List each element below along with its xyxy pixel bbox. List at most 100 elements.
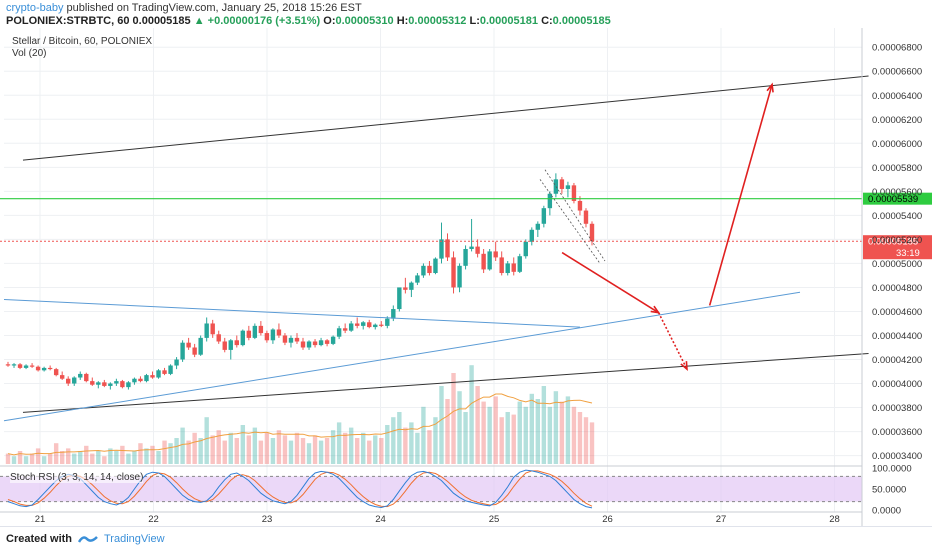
x-tick-label: 22: [148, 514, 159, 525]
candle-body: [204, 323, 209, 338]
wedge-bottom-line: [539, 179, 601, 264]
candle-body: [559, 179, 565, 189]
candle-body: [108, 383, 113, 386]
open-label: O:: [323, 15, 336, 27]
volume-bar: [270, 438, 276, 464]
volume-bar: [409, 422, 414, 464]
x-tick-label: 25: [489, 514, 500, 525]
candle-body: [348, 323, 354, 331]
candle-body: [481, 253, 486, 270]
candle-body: [198, 337, 203, 355]
candle-body: [210, 323, 215, 335]
symbol-label: POLONIEX:STRBTC, 60: [6, 15, 130, 27]
volume-bar: [559, 401, 565, 464]
volume-bar: [162, 440, 167, 464]
candle-body: [511, 263, 516, 272]
volume-bar: [72, 453, 77, 464]
created-with-label: Created with: [6, 533, 73, 545]
candle-body: [47, 367, 53, 370]
y-tick-label: 0.00005000: [872, 259, 922, 270]
volume-bar: [108, 448, 113, 464]
volume-bar: [11, 456, 17, 464]
tradingview-brand-link[interactable]: TradingView: [104, 533, 165, 545]
volume-bar: [276, 430, 282, 464]
candle-body: [114, 381, 119, 384]
candle-body: [324, 340, 330, 344]
y-tick-label: 0.00004600: [872, 307, 922, 318]
volume-bar: [66, 448, 71, 464]
open-value: 0.00005310: [335, 15, 394, 27]
volume-bar: [493, 396, 498, 464]
red-arrow-up: [708, 84, 773, 306]
volume-bars: [5, 365, 595, 464]
candle-body: [373, 324, 378, 328]
volume-bar: [318, 440, 324, 464]
volume-bar: [204, 417, 209, 464]
candle-body: [270, 329, 276, 341]
candle-body: [535, 223, 541, 230]
y-tick-label: 0.00004800: [872, 283, 922, 294]
candle-body: [168, 365, 173, 374]
volume-bar: [324, 438, 330, 464]
volume-bar: [288, 440, 294, 464]
red-arrow-down-head: [650, 305, 661, 314]
candle-body: [397, 287, 402, 310]
volume-bar: [523, 406, 528, 464]
volume-bar: [234, 438, 239, 464]
candle-body: [330, 336, 336, 344]
volume-bar: [330, 430, 336, 464]
volume-bar: [565, 396, 571, 464]
candle-body: [240, 330, 246, 346]
change-value: ▲ +0.00000176 (+3.51%): [193, 15, 321, 27]
volume-bar: [258, 440, 264, 464]
candle-body: [463, 249, 468, 266]
x-tick-label: 28: [829, 514, 840, 525]
tradingview-logo-icon: [78, 536, 98, 543]
candle-body: [487, 251, 492, 270]
lower-channel-line: [22, 352, 869, 413]
volume-bar: [180, 427, 185, 464]
volume-bar: [577, 412, 583, 464]
low-label: L:: [469, 15, 480, 27]
candle-body: [246, 330, 252, 338]
candle-body: [150, 375, 155, 378]
candle-body: [300, 341, 306, 348]
x-tick-label: 27: [716, 514, 727, 525]
volume-bar: [403, 427, 408, 464]
candle-body: [541, 208, 547, 224]
candle-body: [523, 241, 528, 257]
candle-body: [78, 373, 83, 378]
candle-body: [120, 381, 125, 388]
volume-bar: [120, 445, 125, 464]
volume-bar: [547, 406, 553, 464]
volume-bar: [505, 412, 510, 464]
volume-bar: [144, 448, 149, 464]
candle-body: [312, 341, 318, 346]
volume-bar: [336, 422, 342, 464]
candle-body: [433, 258, 438, 274]
volume-bar: [397, 412, 402, 464]
volume-bar: [282, 435, 288, 464]
candle-body: [228, 340, 233, 350]
y-tick-label: 0.00006000: [872, 139, 922, 150]
stoch-tick-label: 50.0000: [872, 485, 906, 496]
volume-bar: [228, 432, 233, 464]
volume-bar: [589, 422, 595, 464]
candle-body: [589, 223, 595, 242]
volume-bar: [240, 425, 246, 464]
red-arrow-up-head: [766, 82, 774, 93]
author-link[interactable]: crypto-baby: [6, 2, 64, 14]
volume-bar: [264, 432, 270, 464]
volume-bar: [17, 451, 23, 464]
volume-bar: [306, 443, 312, 464]
candle-body: [445, 239, 450, 258]
stoch-band: [0, 476, 862, 502]
candle-body: [282, 335, 288, 343]
y-tick-label: 0.00006600: [872, 67, 922, 78]
volume-bar: [23, 456, 29, 464]
current-price-label: 0.00005185: [868, 237, 918, 248]
volume-bar: [348, 427, 354, 464]
volume-bar: [210, 435, 215, 464]
